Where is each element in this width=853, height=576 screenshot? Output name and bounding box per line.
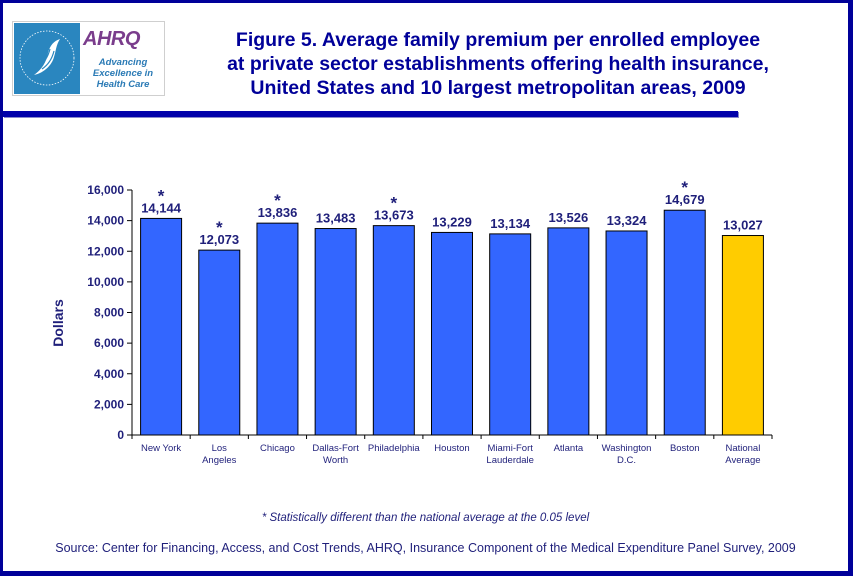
bar	[605, 230, 648, 436]
tagline-line: Health Care	[96, 79, 150, 90]
y-tick-label: 12,000	[87, 244, 124, 258]
y-tick-label: 14,000	[87, 214, 124, 228]
y-tick-label: 8,000	[94, 306, 124, 320]
bar	[663, 209, 706, 436]
x-tick-label: Dallas-Fort	[312, 443, 359, 454]
y-axis-label: Dollars	[50, 299, 66, 347]
bar	[198, 249, 241, 436]
significance-marker: *	[274, 191, 281, 210]
title-line: Figure 5. Average family premium per enr…	[235, 29, 761, 51]
significance-marker: *	[216, 218, 223, 237]
x-tick-label: Philadelphia	[368, 443, 420, 454]
bar-value-label: 13,229	[432, 214, 472, 229]
y-axis: 0 2,000 4,000 6,000 8,000 10,000 12,000 14,000 1…	[87, 183, 133, 442]
bar-value-label: 13,134	[490, 216, 531, 231]
hhs-seal-icon	[14, 23, 80, 94]
ahrq-wordmark: AHRQ	[83, 28, 140, 50]
x-tick-label: Chicago	[260, 443, 295, 454]
y-tick-label: 2,000	[94, 397, 124, 411]
bar-value-label: 13,483	[316, 211, 356, 226]
bar	[314, 228, 357, 436]
bar	[372, 225, 415, 436]
x-tick-label: Atlanta	[554, 443, 584, 454]
bar-value-label: 13,526	[548, 210, 588, 225]
bar-value-label: 12,073	[199, 232, 239, 247]
bar	[431, 231, 473, 436]
x-tick-label: Worth	[323, 455, 348, 466]
y-tick-label: 16,000	[87, 183, 124, 197]
source-note: Source: Center for Financing, Access, an…	[55, 541, 796, 555]
x-tick-label: Miami-Fort	[487, 443, 533, 454]
ahrq-tagline: Advancing Excellence in Health Care	[85, 57, 161, 90]
bar-value-label: 13,027	[723, 218, 763, 233]
x-tick-label: National	[725, 443, 760, 454]
bar-value-label: 14,679	[665, 192, 705, 207]
x-tick-label: Angeles	[202, 455, 237, 466]
bar-value-label: 13,836	[258, 205, 298, 220]
title-divider	[3, 111, 738, 117]
bars: 14,144*12,073*13,836*13,483 13,673*13,229…	[140, 178, 764, 436]
y-tick-label: 0	[117, 428, 124, 442]
x-tick-label: Lauderdale	[486, 455, 534, 466]
bar-value-label: 14,144	[141, 200, 182, 215]
x-tick-label: Average	[725, 455, 760, 466]
significance-marker: *	[681, 178, 688, 197]
bar	[140, 217, 183, 436]
figure-title: Figure 5. Average family premium per enr…	[208, 28, 788, 100]
bar	[489, 233, 532, 436]
tagline-line: Excellence in	[92, 68, 154, 79]
bar	[721, 235, 764, 436]
bar-value-label: 13,673	[374, 208, 414, 223]
significance-marker: *	[391, 194, 398, 213]
x-tick-label: Boston	[670, 443, 700, 454]
x-tick-label: Los	[212, 443, 228, 454]
tagline-line: Advancing	[98, 57, 148, 68]
y-tick-label: 6,000	[94, 336, 124, 350]
title-line: at private sector establishments offerin…	[227, 53, 769, 75]
bar-chart: 0 2,000 4,000 6,000 8,000 10,000 12,000 14,000 1…	[50, 178, 773, 466]
y-tick-label: 10,000	[87, 275, 124, 289]
x-tick-label: Houston	[434, 443, 469, 454]
x-tick-label: D.C.	[617, 455, 636, 466]
ahrq-logo: AHRQ Advancing Excellence in Health Care	[12, 21, 165, 96]
bar	[547, 227, 590, 436]
significance-marker: *	[158, 186, 165, 205]
figure-frame: AHRQ Advancing Excellence in Health Care…	[3, 3, 848, 571]
x-tick-label: New York	[141, 443, 181, 454]
bar	[256, 222, 299, 436]
bar-value-label: 13,324	[607, 213, 648, 228]
title-line: United States and 10 largest metropolita…	[250, 77, 746, 99]
x-tick-label: Washington	[602, 443, 652, 454]
footnote: * Statistically different than the natio…	[261, 512, 590, 524]
y-tick-label: 4,000	[94, 367, 124, 381]
